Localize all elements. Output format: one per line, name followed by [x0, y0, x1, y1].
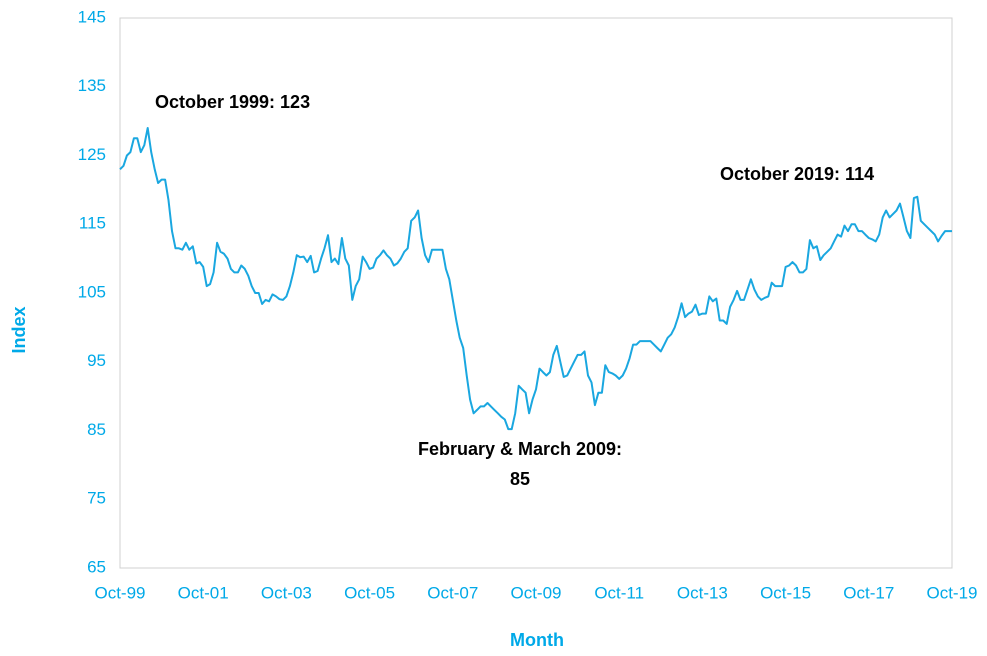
y-tick-label: 135: [78, 76, 106, 95]
annotation: February & March 2009:: [418, 439, 622, 459]
x-tick-label: Oct-99: [94, 583, 145, 602]
y-tick-label: 145: [78, 7, 106, 26]
y-tick-label: 95: [87, 351, 106, 370]
x-tick-label: Oct-07: [427, 583, 478, 602]
y-tick-label: 115: [79, 214, 106, 233]
x-tick-label: Oct-05: [344, 583, 395, 602]
y-tick-label: 105: [78, 282, 106, 301]
annotation: October 2019: 114: [720, 164, 874, 184]
x-tick-label: Oct-19: [926, 583, 977, 602]
y-axis-title: Index: [9, 306, 29, 353]
annotation: October 1999: 123: [155, 92, 310, 112]
annotation: 85: [510, 469, 530, 489]
y-tick-label: 85: [87, 420, 106, 439]
x-tick-label: Oct-17: [843, 583, 894, 602]
x-axis-title: Month: [510, 630, 564, 650]
x-tick-label: Oct-15: [760, 583, 811, 602]
y-tick-label: 125: [78, 145, 106, 164]
y-tick-label: 65: [87, 557, 106, 576]
y-tick-label: 75: [87, 489, 106, 508]
x-tick-label: Oct-11: [594, 583, 644, 602]
x-tick-label: Oct-01: [178, 583, 229, 602]
x-tick-label: Oct-13: [677, 583, 728, 602]
line-series: [119, 127, 952, 431]
plot-frame: [119, 17, 953, 569]
x-tick-label: Oct-09: [510, 583, 561, 602]
x-tick-label: Oct-03: [261, 583, 312, 602]
